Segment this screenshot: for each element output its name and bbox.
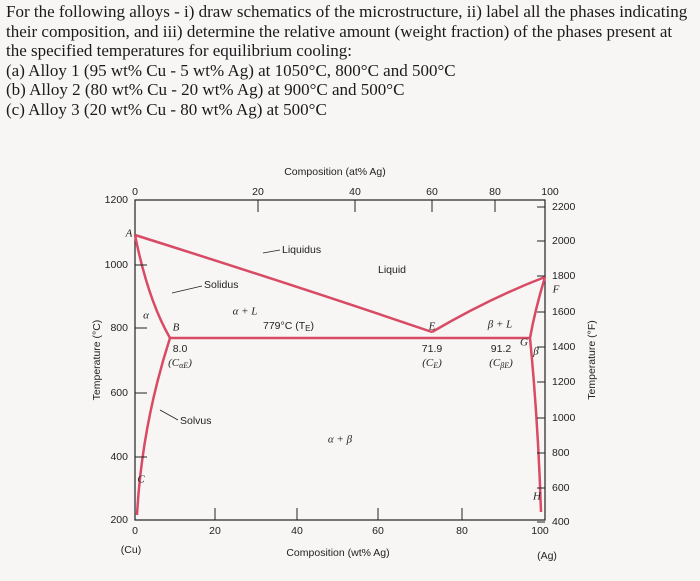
- curve-label: Solidus: [204, 279, 238, 291]
- left-tick-label: 400: [110, 451, 128, 463]
- top-tick-label: 0: [132, 186, 138, 198]
- right-tick-label: 1600: [552, 306, 576, 318]
- left-tick-label: 1000: [105, 259, 129, 271]
- curve-label: Liquidus: [282, 244, 321, 256]
- subscript: βE: [499, 361, 509, 370]
- top-tick-label: 60: [426, 186, 438, 198]
- top-tick-label: 80: [489, 186, 501, 198]
- bottom-tick-label: 40: [291, 525, 303, 537]
- region-label: A: [125, 228, 133, 240]
- question-item: (a) Alloy 1 (95 wt% Cu - 5 wt% Ag) at 10…: [6, 60, 456, 80]
- bottom-tick-label: 80: [456, 525, 468, 537]
- leader-line: [159, 249, 281, 421]
- symbol: (C: [489, 357, 501, 369]
- subscript: αE: [179, 361, 188, 370]
- solvus-curve: [135, 337, 172, 516]
- region-label: H: [532, 491, 542, 503]
- solidus-curve: [133, 234, 172, 339]
- region-label: C: [137, 474, 145, 486]
- symbol: ): [187, 357, 192, 369]
- bottom-tick-label: 0: [132, 525, 138, 537]
- region-label: α: [143, 310, 149, 322]
- region-label: B: [173, 322, 180, 334]
- liquidus-curve: [134, 233, 433, 334]
- subscript: E: [305, 324, 310, 333]
- eutectic-text: 779°C (T: [263, 320, 306, 332]
- axis-title: Composition (wt% Ag): [286, 547, 389, 559]
- frame: [134, 199, 546, 521]
- region-label: E: [428, 321, 436, 333]
- left-tick-label: 1200: [105, 194, 129, 206]
- right-tick-label: 2000: [552, 235, 576, 247]
- axis-end-label: (Cu): [121, 544, 141, 556]
- question-item: (c) Alloy 3 (20 wt% Cu - 80 wt% Ag) at 5…: [6, 99, 327, 119]
- composition-symbol: (CαE): [168, 357, 192, 370]
- region-label: Liquid: [378, 264, 406, 276]
- liquidus-curve: [431, 275, 546, 334]
- question-intro: For the following alloys - i) draw schem…: [6, 2, 688, 60]
- symbol: ): [508, 357, 513, 369]
- right-tick-label: 1000: [552, 412, 576, 424]
- region-label: α + β: [328, 434, 353, 446]
- solidus-curve: [528, 276, 547, 339]
- solvus-curve: [528, 337, 543, 513]
- composition-value: 71.9: [422, 343, 443, 355]
- eutectic-text: ): [310, 320, 314, 332]
- right-tick-label: 1800: [552, 270, 576, 282]
- eutectic-label: 779°C (TE): [263, 320, 314, 333]
- region-label: G: [520, 337, 528, 349]
- top-tick-label: 20: [252, 186, 264, 198]
- left-tick-label: 200: [110, 514, 128, 526]
- bottom-tick-label: 60: [372, 525, 384, 537]
- composition-value: 8.0: [173, 343, 188, 355]
- top-tick-label: 100: [541, 186, 559, 198]
- question: For the following alloys - i) draw schem…: [6, 2, 696, 119]
- subscript: E: [432, 361, 438, 370]
- axis-end-label: (Ag): [537, 550, 557, 562]
- question-item: (b) Alloy 2 (80 wt% Cu - 20 wt% Ag) at 9…: [6, 80, 405, 99]
- bottom-tick-label: 100: [531, 525, 549, 537]
- right-tick-label: 600: [552, 482, 570, 494]
- symbol: (C: [422, 357, 434, 369]
- region-label: α + L: [233, 306, 258, 318]
- composition-value: 91.2: [491, 343, 512, 355]
- left-tick-label: 600: [110, 387, 128, 399]
- region-label: F: [552, 284, 560, 296]
- axis-title: Composition (at% Ag): [284, 166, 386, 178]
- symbol: ): [437, 357, 442, 369]
- curve-label: Solvus: [180, 415, 212, 427]
- right-tick-label: 1200: [552, 376, 576, 388]
- axis-title: Temperature (°C): [91, 320, 103, 401]
- region-label: β + L: [487, 319, 513, 331]
- composition-symbol: (CE): [422, 357, 442, 370]
- top-tick-label: 40: [349, 186, 361, 198]
- region-label: β: [532, 346, 539, 358]
- right-tick-label: 400: [552, 516, 570, 528]
- right-tick-label: 800: [552, 447, 570, 459]
- symbol: (C: [168, 357, 180, 369]
- composition-symbol: (CβE): [489, 357, 513, 370]
- right-tick-label: 2200: [552, 201, 576, 213]
- left-tick-label: 800: [110, 322, 128, 334]
- bottom-tick-label: 20: [209, 525, 221, 537]
- right-tick-label: 1400: [552, 341, 576, 353]
- axis-title: Temperature (°F): [586, 320, 598, 399]
